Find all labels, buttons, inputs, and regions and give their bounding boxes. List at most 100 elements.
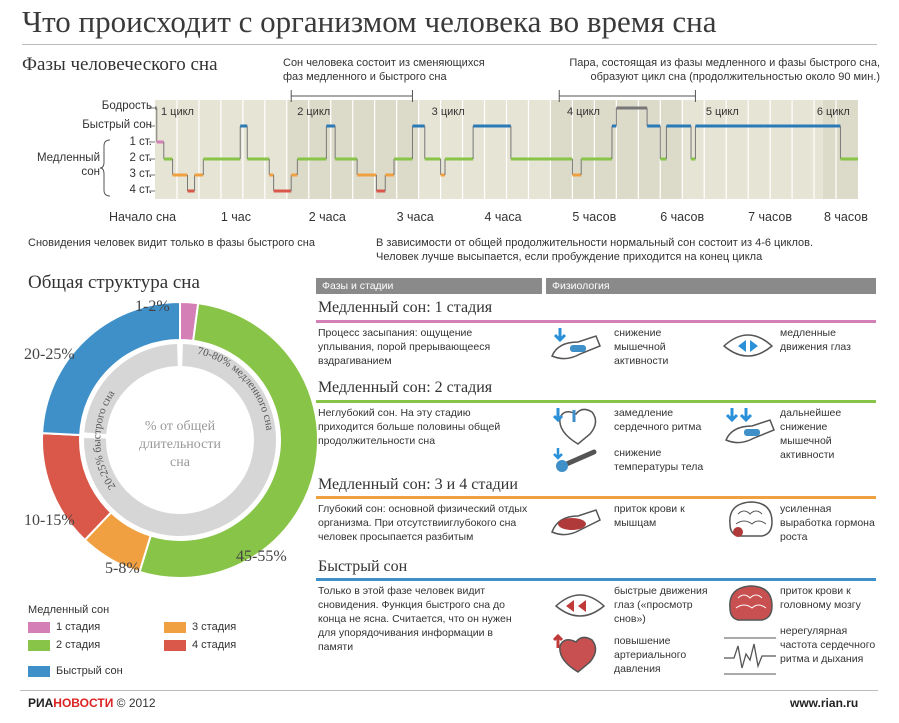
cycle-label: 6 цикл: [816, 106, 850, 118]
ecg-icon: [724, 637, 776, 675]
phases-section-title: Фазы человеческого сна: [22, 54, 218, 75]
donut-outer-ring: [41, 300, 319, 579]
stage-title-4: Быстрый сон: [318, 558, 408, 575]
y-label-rem: Быстрый сон: [82, 119, 152, 131]
legend-label: 1 стадия: [56, 621, 101, 633]
slow-sleep-brace: [100, 139, 111, 197]
x-tick-label: Начало сна: [109, 210, 177, 224]
legend-swatch: [28, 640, 50, 651]
effect-2-3: снижение температуры тела: [614, 447, 704, 473]
heart-icon: [552, 408, 597, 445]
page-title: Что происходит с организмом человека во …: [22, 4, 717, 39]
stage-title-2: Медленный сон: 2 стадия: [318, 379, 493, 396]
brand-novosti: НОВОСТИ: [53, 696, 114, 710]
y-label-slow-a: Медленный: [36, 152, 100, 164]
donut-slice: [138, 302, 319, 579]
title-divider: [22, 44, 877, 45]
effect-3-1: приток крови к мышцам: [614, 503, 685, 529]
effect-2-1: замедление сердечного ритма: [614, 407, 702, 433]
legend-swatch: [28, 622, 50, 633]
donut-inner-ring: [84, 344, 277, 536]
heart-pressure-icon: [552, 633, 597, 673]
donut-label-stage3: 5-8%: [105, 560, 140, 577]
note-dreams: Сновидения человек видит только в фазы б…: [28, 237, 316, 249]
effect-1-1: снижение мышечной активности: [614, 327, 669, 367]
effect-4-4: нерегулярная частота сердечного ритма и …: [780, 625, 876, 665]
footer-divider: [20, 690, 878, 691]
legend-label: 2 стадия: [56, 639, 101, 651]
hypnogram-chart: [149, 90, 858, 199]
cycle-label: 5 цикл: [705, 106, 739, 118]
legend-label: 3 стадия: [192, 621, 237, 633]
structure-section-title: Общая структура сна: [28, 272, 200, 293]
y-label-wake: Бодрость: [101, 100, 152, 112]
arm-muscle-icon-double: [725, 408, 775, 444]
hypnogram-grid: [149, 100, 837, 199]
cycle-band: [682, 100, 823, 199]
header-phases: Фазы и стадии: [316, 278, 542, 294]
stage-rule-4: [316, 578, 876, 581]
arm-muscle-icon: [551, 328, 601, 360]
effect-1-2: медленные движения глаз: [780, 327, 851, 353]
x-tick-label: 2 часа: [308, 210, 346, 224]
inner-ring-rem: [84, 344, 178, 435]
note-cycle-count: В зависимости от общей продолжительности…: [376, 237, 813, 263]
stage-rule-1: [316, 320, 876, 323]
cycle-label: 1 цикл: [161, 106, 194, 118]
hypnogram-steps: [155, 106, 858, 193]
y-label-slow-b: сон: [81, 166, 100, 178]
donut-label-stage4: 10-15%: [24, 512, 75, 529]
stage-title-3: Медленный сон: 3 и 4 стадии: [318, 476, 518, 493]
arm-blood-icon: [551, 509, 601, 536]
y-label-s2: 2 ст.: [129, 152, 152, 164]
donut-slice: [41, 300, 181, 437]
effect-4-1: быстрые движения глаз («просмотр снов»): [614, 585, 708, 625]
stage-desc-1: Процесс засыпания: ощущение уплывания, п…: [318, 327, 491, 367]
legend-swatch: [164, 640, 186, 651]
x-tick-label: 6 часов: [660, 210, 705, 224]
effect-3-2: усиленная выработка гормона роста: [780, 503, 875, 543]
donut-center-line-2: длительности: [139, 437, 221, 452]
cycle-label: 4 цикл: [566, 106, 600, 118]
stage-title-1: Медленный сон: 1 стадия: [318, 299, 493, 316]
donut-label-rem: 20-25%: [24, 346, 75, 363]
stage-desc-2: Неглубокий сон. На эту стадию приходится…: [318, 407, 501, 447]
effect-2-2: дальнейшее снижение мышечной активности: [780, 407, 842, 461]
legend-label: Быстрый сон: [56, 665, 123, 677]
y-label-s4: 4 ст.: [129, 184, 152, 196]
footer-credit: РИАНОВОСТИ © 2012: [28, 696, 156, 710]
annotation-brackets: [290, 90, 696, 102]
donut-label-stage1: 1-2%: [135, 298, 170, 315]
y-label-s3: 3 ст.: [129, 168, 152, 180]
x-tick-label: 5 часов: [572, 210, 617, 224]
brand-ria: РИА: [28, 696, 54, 710]
cycle-label: 3 цикл: [431, 106, 465, 118]
stage-rule-2: [316, 400, 876, 403]
note-phases-alternate: Сон человека состоит из сменяющихся фаз …: [283, 57, 485, 83]
legend-label: 4 стадия: [192, 639, 237, 651]
stage-desc-3: Глубокий сон: основной физический отдых …: [318, 503, 528, 543]
x-tick-label: 4 часа: [484, 210, 522, 224]
sleep-structure-donut: 70-80% медленного сна 20-25% быстрого сн…: [41, 300, 319, 579]
stage-rule-3: [316, 496, 876, 499]
stage-desc-4: Только в этой фазе человек видит сновиде…: [318, 585, 512, 653]
donut-center-line-3: сна: [170, 455, 190, 470]
thermometer-icon: [553, 448, 597, 472]
donut-label-stage2: 45-55%: [236, 548, 287, 565]
brain-blood-icon: [729, 585, 773, 621]
note-cycle-definition: Пара, состоящая из фазы медленного и фаз…: [569, 57, 880, 83]
y-label-s1: 1 ст.: [129, 136, 152, 148]
brain-icon: [729, 501, 773, 537]
x-tick-label: 8 часов: [824, 210, 868, 224]
eye-icon: [722, 334, 774, 357]
x-tick-label: 7 часов: [748, 210, 792, 224]
effect-4-2: приток крови к головному мозгу: [780, 585, 861, 611]
x-tick-label: 3 часа: [396, 210, 434, 224]
footer-site-link[interactable]: www.rian.ru: [790, 696, 859, 710]
footer-year: © 2012: [116, 696, 156, 710]
header-physiology: Физиология: [546, 278, 876, 294]
legend-swatch: [28, 666, 50, 677]
legend-title: Медленный сон: [28, 604, 110, 616]
donut-center-line-1: % от общей: [144, 419, 216, 434]
effect-4-3: повышение артериального давления: [614, 635, 687, 675]
